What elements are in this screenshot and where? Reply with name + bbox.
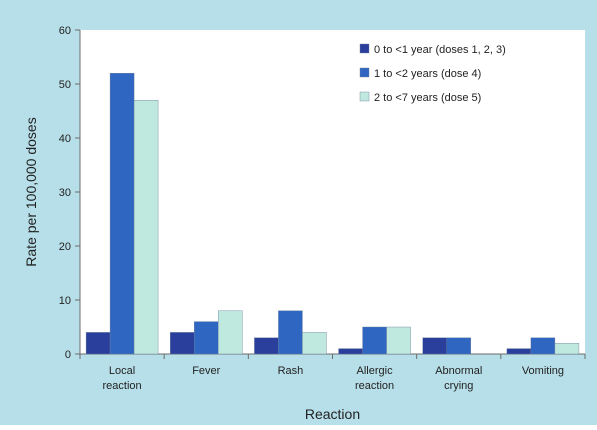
x-tick-label: Local reaction <box>103 365 142 392</box>
x-tick-label-line: crying <box>444 380 473 392</box>
y-axis: 0 10 20 30 40 50 60 <box>59 25 81 361</box>
bar <box>109 72 135 355</box>
x-tick-label-line: reaction <box>103 380 142 392</box>
bar <box>386 326 411 355</box>
bar <box>506 348 532 355</box>
x-tick-label-line: Fever <box>192 365 220 377</box>
legend-swatch <box>359 67 370 78</box>
legend: 0 to <1 year (doses 1, 2, 3) 1 to <2 year… <box>359 43 506 104</box>
bar <box>554 343 580 355</box>
x-tick-label: Fever <box>192 365 220 377</box>
legend-label: 1 to <2 years (dose 4) <box>374 68 481 80</box>
y-tick-label: 30 <box>59 187 71 199</box>
legend-label: 2 to <7 years (dose 5) <box>374 92 481 104</box>
plot-area <box>80 30 585 354</box>
x-tick-label-line: reaction <box>355 380 394 392</box>
y-tick-label: 50 <box>59 79 71 91</box>
x-tick-label: Rash <box>278 365 304 377</box>
y-tick-label: 40 <box>59 133 71 145</box>
x-axis: Local reaction Fever Rash Allergic reaction Ab… <box>79 353 586 392</box>
bar <box>338 348 363 355</box>
x-tick-label-line: Rash <box>278 365 304 377</box>
bar <box>194 321 219 355</box>
x-tick-label-line: Local <box>109 365 135 377</box>
x-axis-label: Reaction <box>305 406 360 422</box>
x-tick-label: Vomiting <box>522 365 564 377</box>
bar <box>254 337 279 355</box>
y-tick-label: 20 <box>59 241 71 253</box>
y-axis-label: Rate per 100,000 doses <box>23 117 39 266</box>
bar <box>218 310 243 355</box>
legend-swatch <box>359 43 370 54</box>
legend-swatch <box>359 91 370 102</box>
bar <box>85 332 111 355</box>
x-tick-label-line: Allergic <box>357 365 394 377</box>
x-tick-label-line: Vomiting <box>522 365 564 377</box>
bar <box>170 332 195 355</box>
y-tick-label: 60 <box>59 25 71 37</box>
bar <box>133 99 159 355</box>
bar <box>362 326 387 355</box>
bar <box>278 310 303 355</box>
legend-label: 0 to <1 year (doses 1, 2, 3) <box>374 44 506 56</box>
bar <box>530 337 556 355</box>
x-tick-label-line: Abnormal <box>435 365 482 377</box>
bars <box>85 72 580 355</box>
bar <box>302 332 327 355</box>
bar <box>422 337 447 355</box>
y-tick-label: 0 <box>65 349 71 361</box>
x-tick-label: Allergic reaction <box>355 365 394 392</box>
y-tick-label: 10 <box>59 295 71 307</box>
x-tick-label: Abnormal crying <box>435 365 482 392</box>
bar <box>446 337 471 355</box>
